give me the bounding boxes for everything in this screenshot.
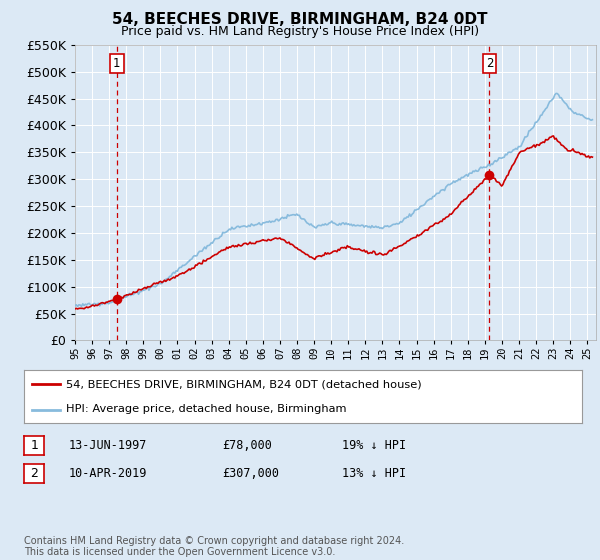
Text: Contains HM Land Registry data © Crown copyright and database right 2024.
This d: Contains HM Land Registry data © Crown c… xyxy=(24,535,404,557)
Text: 2: 2 xyxy=(30,467,38,480)
Text: Price paid vs. HM Land Registry's House Price Index (HPI): Price paid vs. HM Land Registry's House … xyxy=(121,25,479,38)
Text: 13-JUN-1997: 13-JUN-1997 xyxy=(69,438,148,452)
Text: 2: 2 xyxy=(485,57,493,69)
Text: £307,000: £307,000 xyxy=(222,466,279,480)
Text: 10-APR-2019: 10-APR-2019 xyxy=(69,466,148,480)
Text: 54, BEECHES DRIVE, BIRMINGHAM, B24 0DT: 54, BEECHES DRIVE, BIRMINGHAM, B24 0DT xyxy=(112,12,488,27)
Text: 1: 1 xyxy=(30,439,38,452)
Text: £78,000: £78,000 xyxy=(222,438,272,452)
Text: 13% ↓ HPI: 13% ↓ HPI xyxy=(342,466,406,480)
Text: 54, BEECHES DRIVE, BIRMINGHAM, B24 0DT (detached house): 54, BEECHES DRIVE, BIRMINGHAM, B24 0DT (… xyxy=(66,380,421,390)
Text: HPI: Average price, detached house, Birmingham: HPI: Average price, detached house, Birm… xyxy=(66,404,346,414)
Text: 19% ↓ HPI: 19% ↓ HPI xyxy=(342,438,406,452)
Text: 1: 1 xyxy=(113,57,121,69)
